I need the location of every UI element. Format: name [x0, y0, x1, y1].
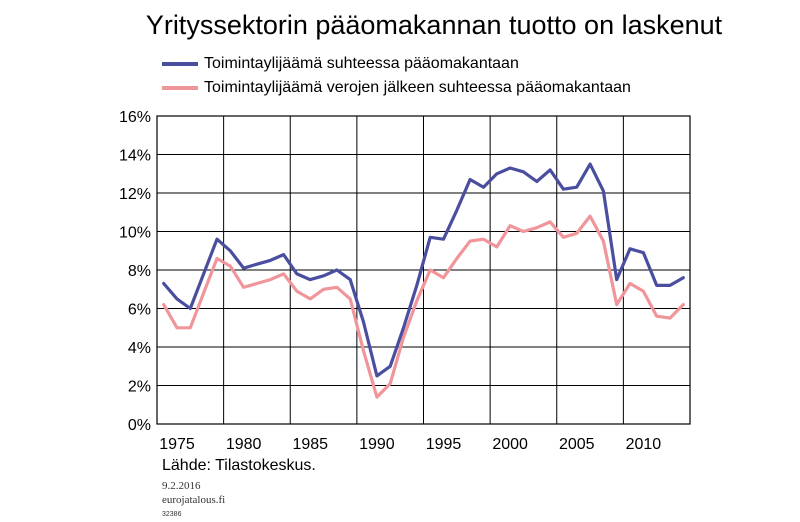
x-tick-label: 2005 — [559, 436, 595, 453]
x-tick-label: 2010 — [626, 436, 662, 453]
chart-title: Yrityssektorin pääomakannan tuotto on la… — [145, 10, 723, 40]
y-tick-label: 6% — [128, 302, 151, 319]
legend-item-series-2: Toimintaylijäämä verojen jälkeen suhtees… — [162, 76, 631, 100]
y-tick-label: 12% — [119, 186, 151, 203]
source-note: Lähde: Tilastokeskus. — [162, 457, 316, 474]
x-tick-label: 1995 — [426, 436, 462, 453]
plot-frame — [156, 115, 691, 425]
legend-label-series-1: Toimintaylijäämä suhteessa pääomakantaan — [204, 55, 519, 72]
legend-swatch-series-2 — [162, 86, 198, 90]
legend-label-series-2: Toimintaylijäämä verojen jälkeen suhtees… — [204, 79, 631, 96]
y-tick-label: 4% — [128, 340, 151, 357]
y-tick-label: 14% — [119, 148, 151, 165]
x-tick-label: 1980 — [226, 436, 262, 453]
x-tick-label: 2000 — [492, 436, 528, 453]
x-tick-label: 1975 — [159, 436, 195, 453]
site-name: eurojatalous.fi — [162, 494, 226, 506]
x-tick-label: 1985 — [292, 436, 328, 453]
legend-item-series-1: Toimintaylijäämä suhteessa pääomakantaan — [162, 52, 631, 76]
chart-code: 32386 — [162, 511, 182, 518]
legend-swatch-series-1 — [162, 62, 198, 66]
y-tick-label: 10% — [119, 225, 151, 242]
publication-date: 9.2.2016 — [162, 480, 201, 492]
y-tick-label: 8% — [128, 263, 151, 280]
series-line-2 — [162, 214, 685, 399]
legend: Toimintaylijäämä suhteessa pääomakantaan… — [162, 52, 631, 100]
x-tick-label: 1990 — [359, 436, 395, 453]
series-line-1 — [162, 162, 685, 378]
y-tick-label: 2% — [128, 379, 151, 396]
y-tick-label: 0% — [128, 417, 151, 434]
y-tick-label: 16% — [119, 109, 151, 126]
